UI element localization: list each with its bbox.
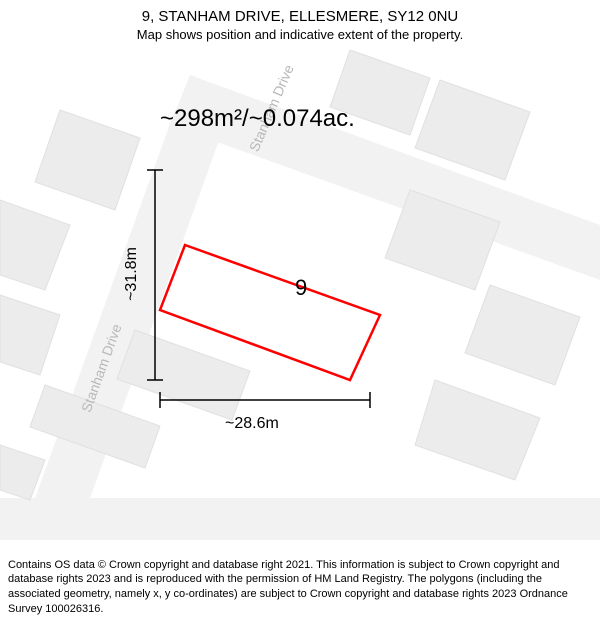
dim-horizontal-label: ~28.6m — [225, 415, 279, 433]
map-container: ~298m²/~0.074ac. 9 ~31.8m ~28.6m Stanham… — [0, 50, 600, 540]
building — [117, 330, 250, 420]
copyright-footer: Contains OS data © Crown copyright and d… — [0, 552, 600, 625]
header: 9, STANHAM DRIVE, ELLESMERE, SY12 0NU Ma… — [0, 0, 600, 46]
plot-number: 9 — [295, 275, 307, 301]
building — [415, 380, 540, 480]
dim-vertical-label: ~31.8m — [123, 247, 141, 301]
road — [0, 498, 600, 540]
page-subtitle: Map shows position and indicative extent… — [10, 27, 590, 42]
building — [35, 110, 140, 210]
building — [0, 200, 70, 290]
building — [465, 285, 580, 385]
page-title: 9, STANHAM DRIVE, ELLESMERE, SY12 0NU — [10, 8, 590, 25]
building — [0, 295, 60, 375]
area-label: ~298m²/~0.074ac. — [160, 105, 355, 133]
